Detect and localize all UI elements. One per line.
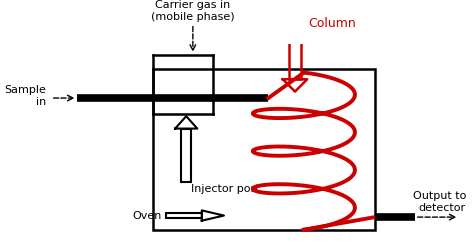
Bar [153, 69, 375, 230]
Text: Injector port: Injector port [191, 184, 259, 194]
Text: Oven: Oven [132, 210, 162, 220]
Bar [166, 213, 202, 218]
Text: Carrier gas in
(mobile phase): Carrier gas in (mobile phase) [151, 0, 235, 22]
Text: Sample
in: Sample in [4, 85, 46, 107]
Text: Output to
detector: Output to detector [412, 191, 466, 213]
Bar [182, 129, 191, 182]
Text: Column: Column [308, 17, 356, 30]
Bar [289, 32, 301, 79]
